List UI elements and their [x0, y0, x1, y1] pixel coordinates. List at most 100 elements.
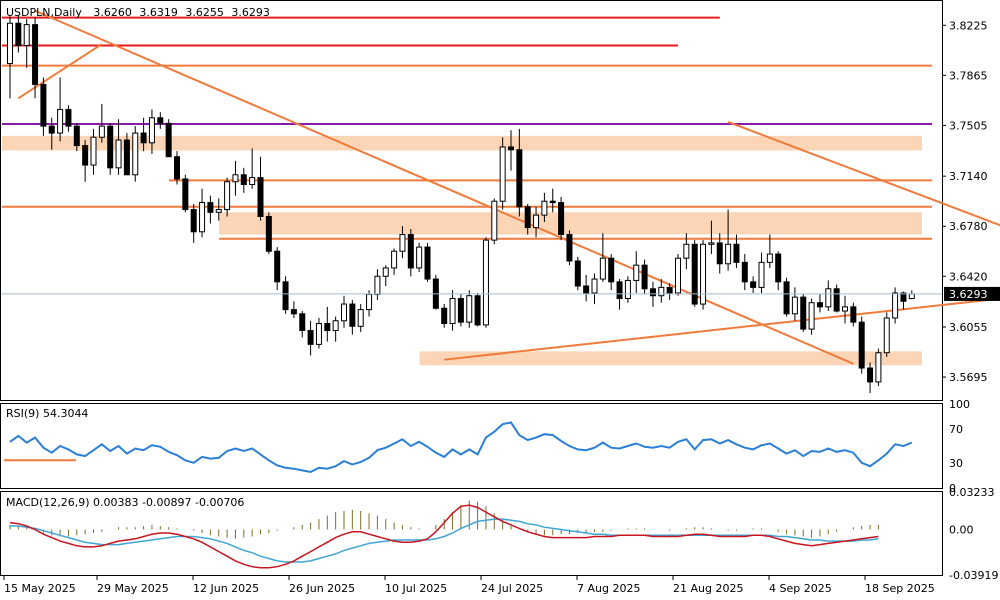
candle	[591, 273, 598, 305]
rsi-tick-label: 30	[949, 457, 963, 470]
candle	[892, 287, 899, 324]
candle-body	[708, 242, 715, 245]
candle-body	[666, 286, 673, 294]
trendline	[444, 297, 1000, 361]
candle	[842, 295, 848, 324]
candle-body	[533, 214, 540, 229]
price-tick-label: 3.8225	[949, 19, 988, 32]
candle-body	[232, 174, 239, 183]
candle	[132, 126, 139, 182]
candle-body	[858, 321, 865, 369]
candle-body	[766, 253, 773, 263]
candle	[215, 198, 222, 221]
candle-body	[816, 302, 823, 308]
candle	[800, 294, 807, 332]
candle-body	[441, 307, 448, 325]
candle	[482, 237, 489, 328]
candle	[558, 197, 565, 241]
macd-layer	[9, 500, 879, 569]
candle	[775, 251, 782, 291]
price-tick-label: 3.6055	[949, 321, 988, 334]
candle	[641, 259, 648, 295]
candle	[341, 295, 347, 328]
candle-body	[599, 257, 606, 280]
candle-body	[424, 246, 431, 280]
candle-body	[399, 234, 406, 252]
candle-body	[265, 215, 272, 252]
candle	[675, 254, 681, 296]
candle	[182, 174, 189, 213]
candle-body	[808, 302, 815, 330]
macd-main-line	[9, 504, 879, 569]
candle	[850, 302, 857, 327]
candle-body	[641, 264, 648, 290]
candle-body	[741, 261, 748, 283]
candle-body	[349, 303, 356, 327]
candle	[290, 301, 297, 318]
date-tick-label: 26 Jun 2025	[289, 582, 355, 595]
candle-body	[608, 257, 615, 283]
open-value: 3.6260	[93, 6, 132, 19]
candle-body	[499, 146, 506, 202]
candle	[432, 274, 439, 310]
candle-body	[591, 278, 598, 294]
candle-body	[516, 149, 523, 208]
candle-body	[182, 178, 189, 211]
candle	[700, 240, 707, 310]
candle-body	[416, 246, 423, 269]
candle	[57, 77, 64, 142]
candle	[115, 119, 122, 175]
candle	[282, 276, 289, 314]
candle	[299, 311, 306, 338]
support-resistance-zone	[419, 351, 922, 366]
candle	[332, 316, 339, 342]
candle-body	[257, 177, 264, 217]
candle-body	[341, 303, 347, 322]
candle-body	[132, 132, 139, 176]
candle-body	[825, 288, 832, 308]
date-tick-label: 18 Sep 2025	[865, 582, 935, 595]
candle-body	[900, 292, 907, 302]
candle	[23, 19, 30, 68]
candle	[424, 242, 431, 282]
candle-body	[282, 281, 289, 311]
candle	[232, 160, 239, 196]
candle-body	[23, 24, 30, 46]
candle-body	[115, 139, 122, 169]
candle	[257, 156, 264, 221]
price-axis: 3.8225 3.7865 3.7505 3.7140 3.6780 3.6420 3.60…	[942, 19, 988, 384]
date-tick-label: 10 Jul 2025	[385, 582, 447, 595]
price-tick-label: 3.7140	[949, 170, 988, 183]
candle	[399, 226, 406, 259]
candle	[15, 14, 22, 53]
candle-body	[633, 264, 640, 281]
macd-tick-label: 0.00	[949, 524, 974, 537]
candle	[199, 188, 206, 238]
candle	[140, 117, 147, 152]
candle	[174, 151, 180, 185]
candle-body	[675, 257, 681, 294]
candle-body	[307, 329, 314, 345]
candle	[474, 292, 481, 327]
candle	[265, 212, 272, 255]
candle	[875, 348, 882, 387]
price-tick-label: 3.6780	[949, 220, 988, 233]
candle	[307, 320, 314, 356]
candle	[808, 298, 815, 335]
candle-body	[299, 313, 306, 331]
candle-body	[98, 125, 105, 138]
candle-body	[40, 83, 47, 127]
candle-body	[274, 250, 281, 283]
candle-body	[357, 309, 364, 327]
candle	[315, 317, 322, 349]
candle	[858, 316, 865, 374]
candle	[599, 233, 606, 282]
candle	[207, 195, 214, 224]
candle-body	[315, 323, 322, 345]
candle-body	[558, 202, 565, 236]
candle	[357, 304, 364, 332]
candle	[683, 233, 690, 270]
candle-body	[649, 288, 656, 297]
candle-body	[883, 317, 890, 354]
macd-axis: 0.03233 0.00 -0.03919	[949, 486, 998, 582]
